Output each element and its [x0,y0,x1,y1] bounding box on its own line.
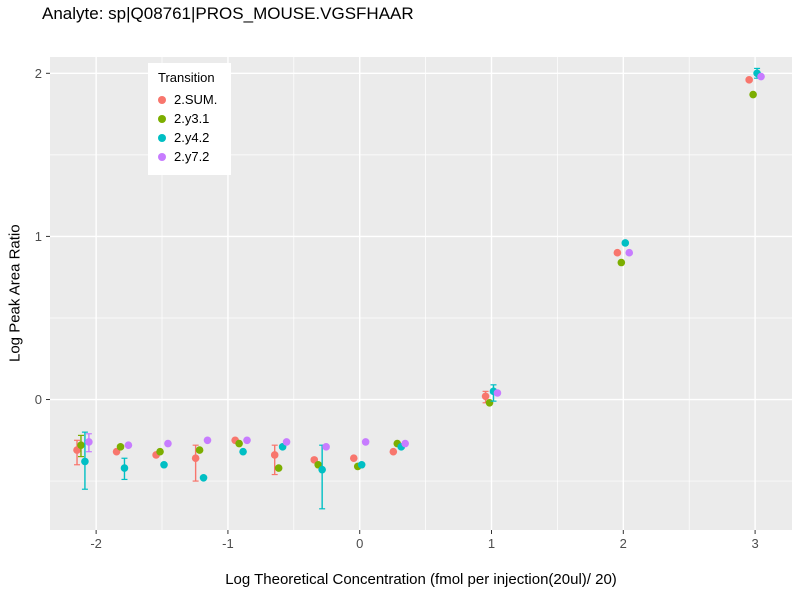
data-point [160,460,168,469]
legend-item-label: 2.SUM. [174,92,218,107]
data-point [164,439,172,448]
data-point [349,454,358,463]
legend-item: 2.y4.2 [158,128,217,147]
data-point [85,438,93,446]
x-tick-label: 0 [356,536,363,551]
x-tick-label: -2 [90,536,102,551]
data-point [195,446,204,454]
x-tick-label: -1 [222,536,234,551]
data-point [199,474,208,482]
data-point [389,447,398,456]
data-point [617,258,626,267]
legend: Transition 2.SUM. 2.y3.1 2.y4.2 2.y7.2 [148,63,232,175]
data-point [757,72,765,81]
data-point [357,460,366,469]
data-point [493,389,502,397]
data-point [625,248,634,257]
data-point [203,436,212,445]
data-point [481,392,490,401]
data-point [318,465,326,474]
legend-marker-icon [158,95,166,104]
chart-title: Analyte: sp|Q08761|PROS_MOUSE.VGSFHAAR [42,4,414,23]
data-point [485,398,494,407]
data-point [282,438,291,446]
data-point [191,454,200,463]
y-tick-label: 0 [35,392,42,407]
x-axis-label: Log Theoretical Concentration (fmol per … [225,571,617,588]
data-point [239,447,247,456]
data-point [621,239,630,247]
data-point [235,439,243,448]
legend-item: 2.y3.1 [158,109,217,128]
data-point [749,90,757,99]
legend-marker-icon [158,114,166,123]
legend-item: 2.y7.2 [158,147,217,166]
x-tick-label: 1 [488,536,495,551]
legend-title: Transition [158,70,215,85]
data-point [116,443,125,451]
data-point [81,457,89,466]
data-point [613,248,622,257]
legend-item-label: 2.y7.2 [174,149,210,164]
legend-item-label: 2.y4.2 [174,130,210,145]
legend-item: 2.SUM. [158,90,217,109]
data-point [124,441,133,449]
data-point [361,438,370,446]
data-point [401,439,409,448]
data-point [270,451,279,459]
data-point [322,443,330,451]
data-point [77,441,85,449]
data-point [243,436,251,445]
data-point [274,464,283,472]
data-point [120,464,129,472]
legend-marker-icon [158,152,166,161]
data-point [745,76,753,84]
legend-items: 2.SUM. 2.y3.1 2.y4.2 2.y7.2 [158,90,217,166]
data-point [156,447,164,456]
x-tick-label: 3 [751,536,758,551]
y-tick-label: 2 [35,66,42,81]
x-tick-label: 2 [620,536,627,551]
legend-marker-icon [158,133,166,142]
legend-item-label: 2.y3.1 [174,111,210,126]
y-tick-label: 1 [35,229,42,244]
